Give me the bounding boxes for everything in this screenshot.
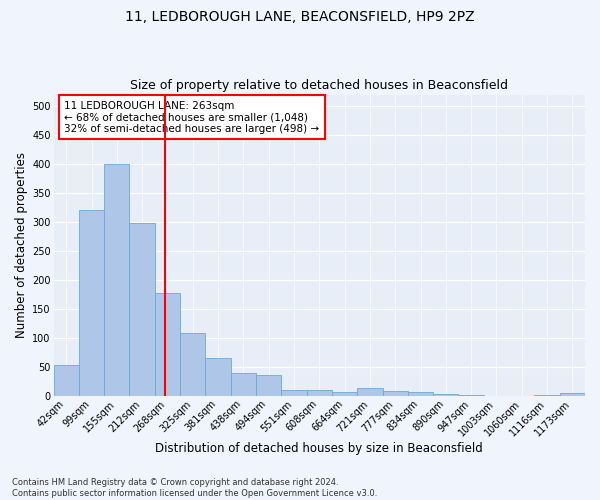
Bar (458, 394, 484, 396)
Bar (383, 392, 408, 396)
Bar (332, 392, 357, 396)
Bar (560, 393, 585, 396)
Bar (180, 334, 205, 396)
Bar (79, 210, 104, 396)
Bar (535, 394, 560, 396)
Text: 11 LEDBOROUGH LANE: 263sqm
← 68% of detached houses are smaller (1,048)
32% of s: 11 LEDBOROUGH LANE: 263sqm ← 68% of deta… (64, 100, 319, 134)
Bar (231, 372, 256, 396)
Bar (53, 365, 79, 396)
Title: Size of property relative to detached houses in Beaconsfield: Size of property relative to detached ho… (130, 79, 508, 92)
Bar (281, 390, 307, 396)
Bar (307, 390, 332, 396)
Bar (357, 388, 383, 396)
Bar (433, 394, 458, 396)
Text: 11, LEDBOROUGH LANE, BEACONSFIELD, HP9 2PZ: 11, LEDBOROUGH LANE, BEACONSFIELD, HP9 2… (125, 10, 475, 24)
Bar (205, 358, 231, 396)
Bar (104, 164, 130, 396)
Text: Contains HM Land Registry data © Crown copyright and database right 2024.
Contai: Contains HM Land Registry data © Crown c… (12, 478, 377, 498)
Bar (155, 292, 180, 396)
Bar (130, 223, 155, 396)
Bar (408, 392, 433, 396)
X-axis label: Distribution of detached houses by size in Beaconsfield: Distribution of detached houses by size … (155, 442, 483, 455)
Y-axis label: Number of detached properties: Number of detached properties (15, 152, 28, 338)
Bar (256, 375, 281, 396)
